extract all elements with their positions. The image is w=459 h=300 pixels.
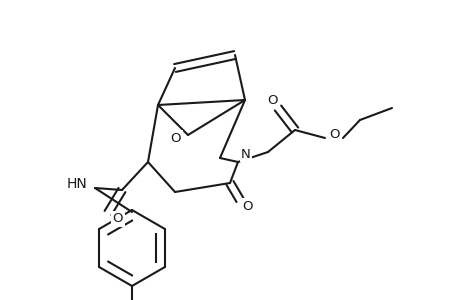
Text: N: N [241,148,250,160]
Text: O: O [267,94,278,106]
Text: HN: HN [67,177,87,191]
Text: O: O [242,200,253,212]
Text: O: O [329,128,340,142]
Text: O: O [112,212,123,226]
Text: O: O [170,131,181,145]
